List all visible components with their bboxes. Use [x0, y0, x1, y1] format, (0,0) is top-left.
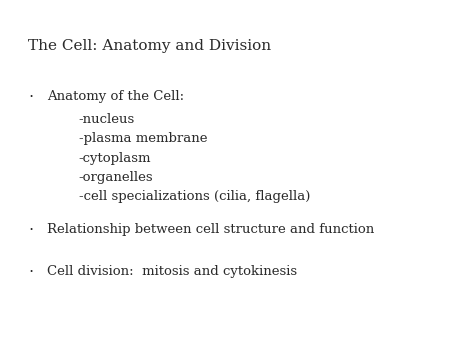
- Text: -nucleus: -nucleus: [79, 113, 135, 126]
- Text: -cytoplasm: -cytoplasm: [79, 152, 151, 165]
- Text: The Cell: Anatomy and Division: The Cell: Anatomy and Division: [28, 39, 271, 53]
- Text: -organelles: -organelles: [79, 171, 153, 184]
- Text: ·: ·: [28, 223, 33, 238]
- Text: -plasma membrane: -plasma membrane: [79, 132, 207, 145]
- Text: Relationship between cell structure and function: Relationship between cell structure and …: [47, 223, 374, 236]
- Text: ·: ·: [28, 90, 33, 104]
- Text: ·: ·: [28, 265, 33, 280]
- Text: Cell division:  mitosis and cytokinesis: Cell division: mitosis and cytokinesis: [47, 265, 297, 278]
- Text: Anatomy of the Cell:: Anatomy of the Cell:: [47, 90, 184, 102]
- Text: -cell specializations (cilia, flagella): -cell specializations (cilia, flagella): [79, 190, 310, 203]
